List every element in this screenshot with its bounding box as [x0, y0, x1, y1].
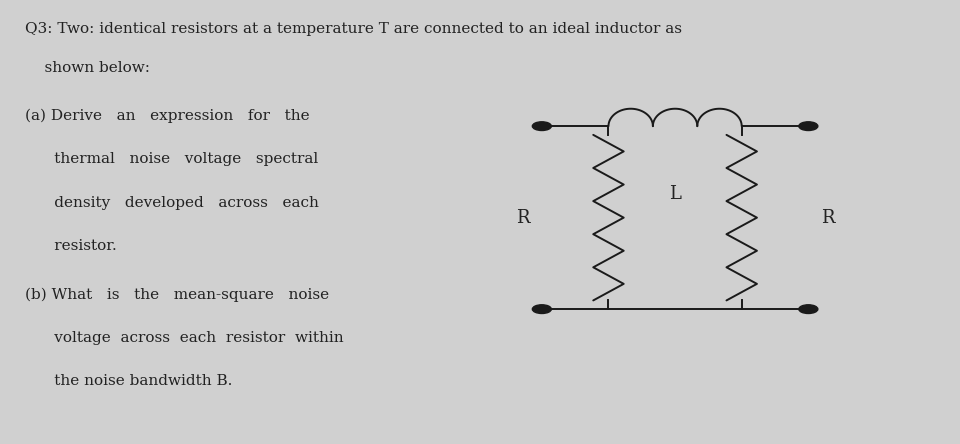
Text: R: R [516, 209, 530, 226]
Text: Q3: Two: identical resistors at a temperature T are connected to an ideal induct: Q3: Two: identical resistors at a temper… [25, 22, 683, 36]
Text: resistor.: resistor. [25, 239, 117, 254]
Text: L: L [669, 185, 681, 202]
Circle shape [533, 305, 551, 313]
Text: R: R [821, 209, 834, 226]
Text: (a) Derive   an   expression   for   the: (a) Derive an expression for the [25, 109, 310, 123]
Text: the noise bandwidth B.: the noise bandwidth B. [25, 374, 232, 388]
Text: voltage  across  each  resistor  within: voltage across each resistor within [25, 331, 344, 345]
Text: density   developed   across   each: density developed across each [25, 196, 319, 210]
Text: shown below:: shown below: [25, 61, 150, 75]
Text: thermal   noise   voltage   spectral: thermal noise voltage spectral [25, 152, 319, 166]
Circle shape [533, 122, 551, 131]
Circle shape [799, 305, 818, 313]
Text: (b) What   is   the   mean-square   noise: (b) What is the mean-square noise [25, 287, 329, 302]
Circle shape [799, 122, 818, 131]
